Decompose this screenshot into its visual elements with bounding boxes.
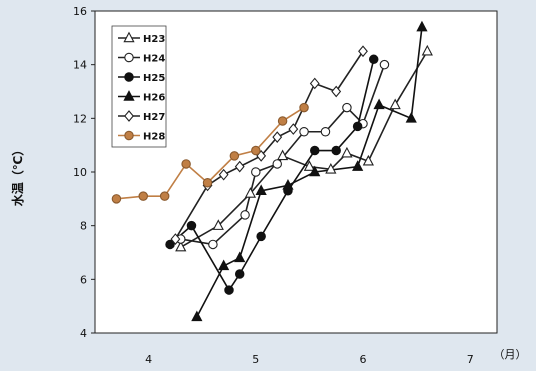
legend-box <box>111 25 167 148</box>
data-point-h24 <box>272 159 282 169</box>
y-tick-label: 10 <box>73 166 87 179</box>
data-point-h23 <box>303 160 316 171</box>
data-point-h28 <box>251 145 261 156</box>
data-point-h27 <box>170 233 181 245</box>
data-point-h26 <box>255 184 267 196</box>
data-point-h28 <box>202 177 213 188</box>
x-tick-label: 6 <box>360 353 367 366</box>
data-point-h28 <box>111 194 122 204</box>
data-point-h27 <box>272 131 283 143</box>
data-point-h25 <box>310 145 320 156</box>
data-point-h28 <box>159 191 170 201</box>
data-point-h25 <box>256 231 266 242</box>
data-point-h25 <box>352 121 363 132</box>
legend-marker-h27 <box>124 110 134 122</box>
x-tick-label: 7 <box>467 353 474 366</box>
series-line-h25 <box>169 59 375 292</box>
legend-label-h23: H23 <box>143 34 165 45</box>
data-point-h23 <box>276 149 289 161</box>
data-point-h26 <box>416 20 428 32</box>
data-point-h25 <box>368 54 379 65</box>
data-point-h24 <box>240 210 250 220</box>
x-tick-label: 5 <box>252 353 259 366</box>
data-point-h23 <box>341 146 353 158</box>
y-tick-label: 6 <box>80 273 87 286</box>
legend-label-h28: H28 <box>143 132 165 143</box>
data-point-h26 <box>352 160 364 171</box>
data-point-h28 <box>138 191 148 201</box>
data-point-h24 <box>379 59 390 70</box>
y-axis-label: 水温（℃） <box>10 144 25 207</box>
series-markers <box>111 20 433 322</box>
data-point-h27 <box>218 168 229 181</box>
data-point-h26 <box>218 259 230 271</box>
data-point-h25 <box>224 285 234 295</box>
data-point-h25 <box>165 239 175 250</box>
series-line-h27 <box>174 50 364 240</box>
data-point-h27 <box>234 160 245 173</box>
data-point-h23 <box>421 44 433 56</box>
series-lines <box>116 27 429 318</box>
legend-marker-h28 <box>124 130 134 141</box>
legend-marker-h26 <box>123 90 135 101</box>
data-point-h23 <box>244 187 257 198</box>
data-point-h24 <box>320 127 331 137</box>
data-point-h25 <box>234 269 245 279</box>
data-point-h23 <box>362 154 374 166</box>
data-point-h23 <box>212 219 224 230</box>
legend-marker-h24 <box>124 52 134 63</box>
series-line-h23 <box>180 50 429 248</box>
legend: H23 H24 H25 H26 H27 H28 <box>111 25 167 148</box>
data-point-h25 <box>186 220 197 231</box>
data-point-h26 <box>405 111 417 123</box>
y-tick-label: 12 <box>73 112 87 125</box>
legend-marker-h23 <box>123 31 135 43</box>
data-point-h28 <box>229 151 240 161</box>
legend-label-h24: H24 <box>143 54 165 65</box>
data-point-h24 <box>208 239 218 250</box>
y-tick-label: 8 <box>80 220 87 233</box>
y-tick-label: 4 <box>80 327 87 340</box>
data-point-h28 <box>299 102 309 113</box>
series-line-h24 <box>180 64 386 246</box>
x-axis-unit-label: （月） <box>494 348 527 361</box>
series-line-h26 <box>196 27 423 318</box>
data-point-h24 <box>251 167 261 177</box>
data-point-h28 <box>181 159 191 169</box>
legend-label-h26: H26 <box>143 93 165 104</box>
data-point-h24 <box>299 127 309 137</box>
data-point-h27 <box>331 85 342 98</box>
legend-marker-h25 <box>124 72 134 82</box>
data-point-h26 <box>309 165 321 177</box>
data-point-h28 <box>277 116 288 126</box>
data-point-h26 <box>234 251 246 263</box>
x-tick-label: 4 <box>145 353 152 366</box>
data-point-h27 <box>358 45 368 58</box>
data-point-h23 <box>325 162 337 174</box>
y-tick-label: 16 <box>73 5 87 18</box>
y-tick-label: 14 <box>73 59 87 72</box>
data-point-h25 <box>331 145 341 156</box>
legend-label-h27: H27 <box>143 112 165 123</box>
data-point-h27 <box>288 123 299 135</box>
data-point-h24 <box>342 102 352 113</box>
data-point-h26 <box>191 310 203 322</box>
legend-label-h25: H25 <box>143 73 165 84</box>
data-point-h27 <box>309 77 320 90</box>
data-point-h26 <box>373 98 385 110</box>
data-point-h23 <box>175 240 187 252</box>
data-point-h26 <box>282 179 294 190</box>
axis-ticks: 4 6 8 10 12 14 16 4 5 6 7 <box>73 5 474 366</box>
data-point-h23 <box>389 98 401 110</box>
